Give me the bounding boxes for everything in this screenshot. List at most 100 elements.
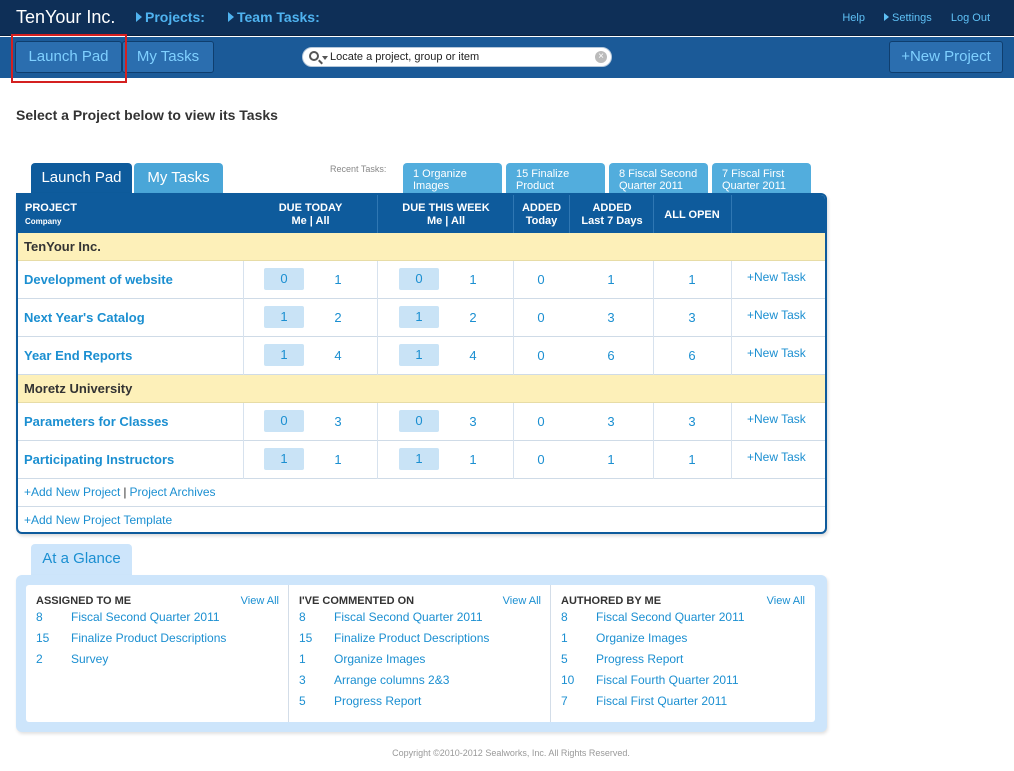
settings-link[interactable]: Settings [884,12,932,24]
added-today-count[interactable]: 0 [537,272,545,287]
glance-list-item[interactable]: 7 Fiscal First Quarter 2011 [561,694,801,710]
added-7-days-count[interactable]: 3 [607,310,615,325]
my-tasks-button[interactable]: My Tasks [122,41,214,73]
due-today-me-count[interactable]: 1 [264,306,304,328]
glance-list-item[interactable]: 3 Arrange columns 2&3 [299,673,539,689]
new-project-button[interactable]: +New Project [889,41,1003,73]
project-name-link[interactable]: Year End Reports [24,348,133,363]
add-project-link[interactable]: +Add New Project [24,485,121,499]
added-7-days-count[interactable]: 1 [607,272,615,287]
divider [243,261,244,299]
search-input[interactable]: Locate a project, group or item [330,51,480,63]
table-row: Development of website 0 1 0 1 0 1 1 +New Task [18,261,825,299]
glance-list-item[interactable]: 15 Finalize Product Descriptions [299,631,539,647]
logout-link[interactable]: Log Out [950,12,990,24]
recent-task-tab[interactable]: 1 Organize Images [403,163,502,193]
new-task-link[interactable]: +New Task [747,308,806,322]
glance-list-item[interactable]: 10 Fiscal Fourth Quarter 2011 [561,673,801,689]
project-name-link[interactable]: Parameters for Classes [24,414,169,429]
due-week-me-count[interactable]: 1 [399,344,439,366]
all-open-count[interactable]: 1 [688,452,696,467]
recent-task-tab[interactable]: 8 Fiscal Second Quarter 2011 [609,163,708,193]
all-open-count[interactable]: 6 [688,348,696,363]
added-7-days-count[interactable]: 1 [607,452,615,467]
added-7-days-count[interactable]: 3 [607,414,615,429]
added-today-count[interactable]: 0 [537,310,545,325]
header-me-all-label: Me | All [426,215,466,227]
due-today-all-count[interactable]: 1 [334,272,342,287]
divider [377,261,378,299]
new-task-link[interactable]: +New Task [747,346,806,360]
view-all-link[interactable]: View All [502,595,541,607]
projects-menu[interactable]: Projects: [136,9,205,25]
due-week-all-count[interactable]: 2 [469,310,477,325]
new-task-link[interactable]: +New Task [747,270,806,284]
due-today-me-count[interactable]: 1 [264,448,304,470]
due-week-all-count[interactable]: 1 [469,452,477,467]
due-week-me-count[interactable]: 0 [399,410,439,432]
due-week-me-count[interactable]: 0 [399,268,439,290]
due-today-all-count[interactable]: 1 [334,452,342,467]
glance-list-item[interactable]: 15 Finalize Product Descriptions [36,631,276,647]
due-week-me-count[interactable]: 1 [399,448,439,470]
project-name-link[interactable]: Next Year's Catalog [24,310,145,325]
added-today-count[interactable]: 0 [537,414,545,429]
chevron-down-icon[interactable] [322,56,328,60]
tab-my-tasks[interactable]: My Tasks [134,163,223,193]
view-all-link[interactable]: View All [766,595,805,607]
brand-name[interactable]: TenYour Inc. [16,7,116,27]
due-today-all-count[interactable]: 3 [334,414,342,429]
project-name-link[interactable]: Participating Instructors [24,452,175,467]
glance-list-item[interactable]: 8 Fiscal Second Quarter 2011 [36,610,276,626]
tab-launch-pad[interactable]: Launch Pad [31,163,132,193]
launch-pad-button[interactable]: Launch Pad [15,41,122,73]
task-number: 1 [561,631,568,645]
recent-task-tab[interactable]: 15 Finalize Product [506,163,605,193]
task-number: 10 [561,673,575,687]
due-week-all-count[interactable]: 4 [469,348,477,363]
all-open-count[interactable]: 1 [688,272,696,287]
tab-at-a-glance[interactable]: At a Glance [31,544,132,576]
team-tasks-menu[interactable]: Team Tasks: [228,9,320,25]
view-all-link[interactable]: View All [240,595,279,607]
added-7-days-count[interactable]: 6 [607,348,615,363]
glance-list-item[interactable]: 1 Organize Images [561,631,801,647]
glance-column: I'VE COMMENTED ON View All 8 Fiscal Second … [299,585,551,722]
due-week-all-count[interactable]: 3 [469,414,477,429]
link-separator: | [123,485,127,499]
added-today-count[interactable]: 0 [537,348,545,363]
glance-list-item[interactable]: 5 Progress Report [561,652,801,668]
help-link[interactable]: Help [842,12,865,24]
due-today-me-count[interactable]: 1 [264,344,304,366]
table-row: Year End Reports 1 4 1 4 0 6 6 +New Task [18,337,825,375]
new-task-link[interactable]: +New Task [747,412,806,426]
added-today-count[interactable]: 0 [537,452,545,467]
all-open-count[interactable]: 3 [688,310,696,325]
new-task-link[interactable]: +New Task [747,450,806,464]
glance-list-item[interactable]: 8 Fiscal Second Quarter 2011 [299,610,539,626]
due-today-all-count[interactable]: 4 [334,348,342,363]
project-name-link[interactable]: Development of website [24,272,173,287]
divider [731,261,732,299]
divider [569,195,570,233]
recent-task-tab[interactable]: 7 Fiscal First Quarter 2011 [712,163,811,193]
due-today-me-count[interactable]: 0 [264,268,304,290]
project-links-row: +Add New Project | Project Archives [18,479,825,507]
glance-list-item[interactable]: 8 Fiscal Second Quarter 2011 [561,610,801,626]
due-week-all-count[interactable]: 1 [469,272,477,287]
table-row: Next Year's Catalog 1 2 1 2 0 3 3 +New Task [18,299,825,337]
glance-list-item[interactable]: 5 Progress Report [299,694,539,710]
glance-list-item[interactable]: 2 Survey [36,652,276,668]
all-open-count[interactable]: 3 [688,414,696,429]
project-archives-link[interactable]: Project Archives [129,485,216,499]
header-company-label: Company [25,217,62,226]
due-today-all-count[interactable]: 2 [334,310,342,325]
search-box[interactable]: Locate a project, group or item × [302,47,612,67]
task-title: Fiscal First Quarter 2011 [596,694,728,708]
header-due-week-label: DUE THIS WEEK [402,202,490,214]
due-today-me-count[interactable]: 0 [264,410,304,432]
add-template-link[interactable]: +Add New Project Template [24,513,173,527]
clear-search-icon[interactable]: × [595,51,607,63]
due-week-me-count[interactable]: 1 [399,306,439,328]
glance-list-item[interactable]: 1 Organize Images [299,652,539,668]
